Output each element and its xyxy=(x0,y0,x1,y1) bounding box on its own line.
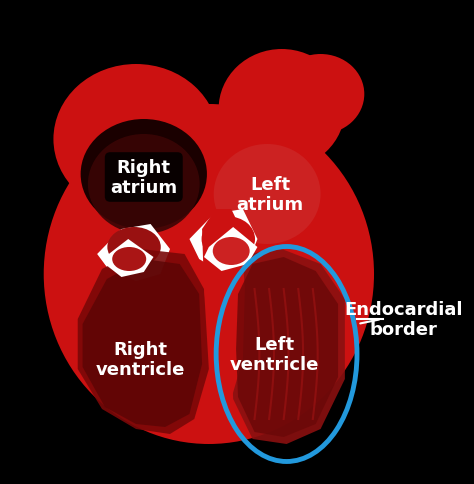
Ellipse shape xyxy=(44,105,374,444)
Polygon shape xyxy=(82,259,202,427)
Text: Endocardial
border: Endocardial border xyxy=(344,300,463,339)
Ellipse shape xyxy=(112,247,146,272)
Ellipse shape xyxy=(201,217,255,262)
Ellipse shape xyxy=(219,50,345,170)
Polygon shape xyxy=(97,225,170,281)
Polygon shape xyxy=(190,210,257,274)
Ellipse shape xyxy=(213,238,250,265)
Polygon shape xyxy=(105,240,154,277)
Text: Right
atrium: Right atrium xyxy=(110,158,177,197)
Ellipse shape xyxy=(107,227,161,268)
Ellipse shape xyxy=(81,120,207,229)
Ellipse shape xyxy=(54,65,219,214)
Polygon shape xyxy=(204,227,257,272)
Polygon shape xyxy=(231,249,345,444)
Polygon shape xyxy=(236,257,338,437)
Text: Left
atrium: Left atrium xyxy=(237,175,304,214)
Ellipse shape xyxy=(88,135,200,235)
Ellipse shape xyxy=(214,145,320,244)
Text: Left
ventricle: Left ventricle xyxy=(229,335,319,374)
Polygon shape xyxy=(202,210,245,399)
Text: Right
ventricle: Right ventricle xyxy=(96,340,185,378)
Ellipse shape xyxy=(277,55,365,135)
Polygon shape xyxy=(78,249,209,434)
